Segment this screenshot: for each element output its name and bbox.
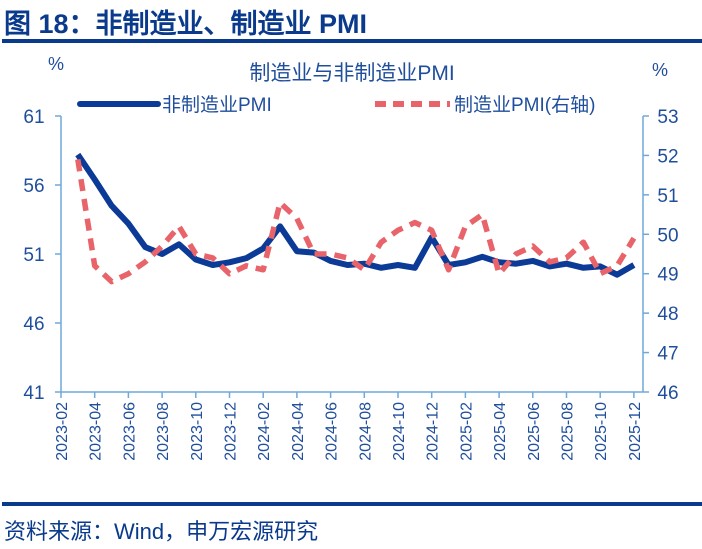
x-tick-label: 2025-02 bbox=[458, 402, 475, 461]
right-tick-label: 47 bbox=[657, 344, 678, 365]
right-tick-label: 53 bbox=[657, 107, 678, 128]
left-tick-label: 46 bbox=[23, 314, 44, 335]
right-axis-unit: % bbox=[652, 60, 668, 80]
x-tick-label: 2023-06 bbox=[121, 402, 138, 461]
x-tick-label: 2025-12 bbox=[627, 402, 644, 461]
legend-item-non-manufacturing: 非制造业PMI bbox=[77, 94, 272, 116]
right-y-axis: 53 52 51 50 49 48 47 46 bbox=[642, 107, 679, 404]
x-tick-label: 2024-06 bbox=[324, 402, 341, 461]
x-tick-label: 2024-10 bbox=[391, 402, 408, 461]
source-rule bbox=[2, 502, 702, 506]
legend-label-non-manufacturing: 非制造业PMI bbox=[162, 94, 272, 116]
x-tick-label: 2025-06 bbox=[526, 402, 543, 461]
x-tick-label: 2023-04 bbox=[88, 402, 105, 461]
x-tick-label: 2025-10 bbox=[593, 402, 610, 461]
legend-label-manufacturing: 制造业PMI(右轴) bbox=[454, 94, 595, 116]
pmi-line-chart: 制造业与非制造业PMI % % 非制造业PMI 制造业PMI(右轴) 61 56 5… bbox=[23, 54, 679, 461]
figure-title: 图 18：非制造业、制造业 PMI bbox=[4, 9, 368, 39]
source-note: 资料来源：Wind，申万宏源研究 bbox=[4, 519, 319, 544]
left-tick-label: 41 bbox=[23, 383, 44, 404]
left-tick-label: 51 bbox=[23, 245, 44, 266]
right-tick-label: 48 bbox=[657, 304, 678, 325]
left-y-axis: 61 56 51 46 41 bbox=[23, 107, 62, 404]
x-tick-label: 2023-12 bbox=[223, 402, 240, 461]
x-tick-label: 2023-10 bbox=[189, 402, 206, 461]
right-tick-label: 49 bbox=[657, 265, 678, 286]
x-tick-label: 2023-08 bbox=[155, 402, 172, 461]
x-tick-label: 2023-02 bbox=[54, 402, 71, 461]
series-layer bbox=[75, 152, 637, 285]
x-tick-label: 2024-04 bbox=[290, 402, 307, 461]
left-tick-label: 61 bbox=[23, 107, 44, 128]
legend: 非制造业PMI 制造业PMI(右轴) bbox=[77, 94, 595, 116]
x-axis: 2023-02 2023-04 2023-06 2023-08 2023-10 2023-… bbox=[54, 391, 644, 461]
series-manufacturing-line bbox=[75, 158, 637, 285]
left-axis-unit: % bbox=[48, 54, 64, 74]
left-tick-label: 56 bbox=[23, 176, 44, 197]
right-tick-label: 50 bbox=[657, 225, 678, 246]
x-tick-label: 2025-04 bbox=[492, 402, 509, 461]
x-tick-label: 2024-02 bbox=[256, 402, 273, 461]
right-tick-label: 52 bbox=[657, 146, 678, 167]
x-tick-label: 2024-12 bbox=[425, 402, 442, 461]
x-tick-label: 2024-08 bbox=[357, 402, 374, 461]
x-tick-label: 2025-08 bbox=[560, 402, 577, 461]
series-non-manufacturing-line bbox=[75, 152, 636, 278]
right-tick-label: 51 bbox=[657, 186, 678, 207]
chart-title: 制造业与非制造业PMI bbox=[249, 62, 454, 85]
title-rule bbox=[2, 39, 702, 43]
right-tick-label: 46 bbox=[657, 383, 678, 404]
legend-item-manufacturing: 制造业PMI(右轴) bbox=[375, 94, 595, 116]
